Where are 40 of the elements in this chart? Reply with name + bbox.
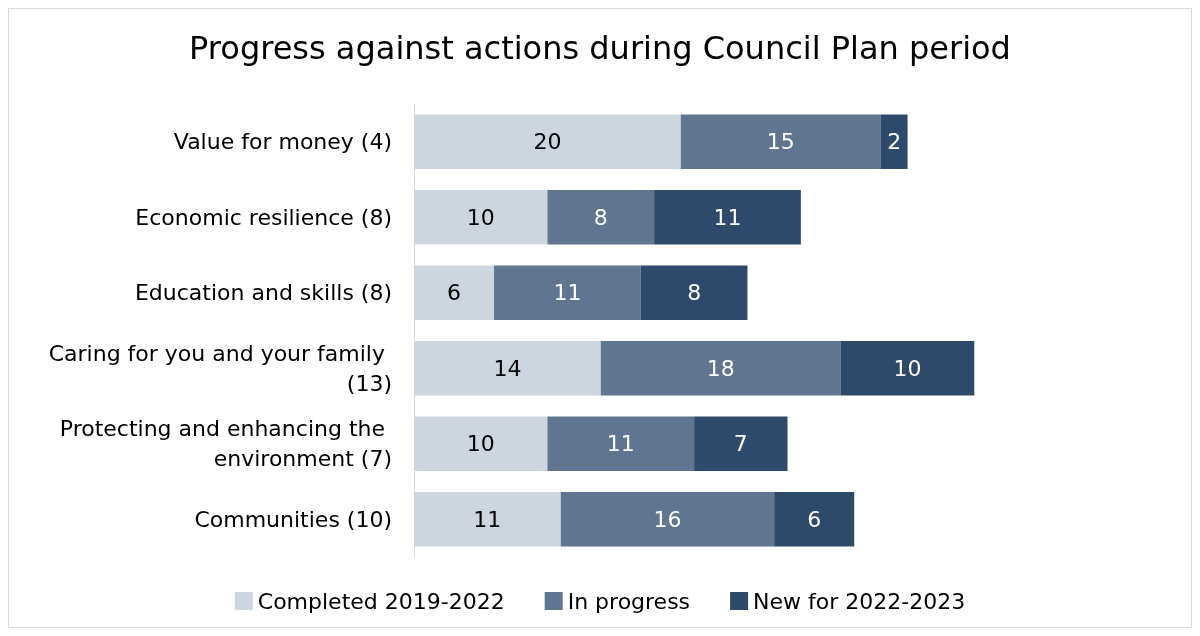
data-label: 8 (687, 280, 702, 306)
bar (547, 190, 655, 245)
data-label: 6 (807, 506, 822, 532)
bar (680, 114, 881, 169)
data-label: 11 (473, 506, 502, 532)
data-label: 10 (893, 355, 922, 381)
y-tick-label: Education and skills (8) (134, 280, 392, 306)
bar (840, 341, 975, 396)
bar (880, 114, 908, 169)
data-label: 6 (447, 280, 462, 306)
bar (547, 416, 695, 471)
data-label: 15 (766, 129, 795, 155)
data-label: 11 (553, 280, 582, 306)
data-label: 16 (653, 506, 682, 532)
data-label: 18 (706, 355, 735, 381)
bar (600, 341, 841, 396)
bar (694, 416, 788, 471)
y-tick-label: Value for money (4) (173, 129, 392, 155)
data-label: 14 (493, 355, 522, 381)
bar (640, 265, 748, 320)
chart-title: Progress against actions during Council Plan period (189, 29, 1011, 67)
data-label: 10 (466, 204, 495, 230)
legend-label: New for 2022-2023 (753, 588, 966, 614)
bar (654, 190, 801, 245)
data-label: 11 (606, 431, 635, 457)
data-label: 2 (887, 129, 902, 155)
data-label: 20 (533, 129, 562, 155)
bar (560, 492, 775, 547)
y-tick-label: Communities (10) (194, 506, 392, 532)
data-label: 11 (713, 204, 742, 230)
y-tick-label: Caring for you and your family (13) (48, 340, 392, 396)
data-label: 7 (733, 431, 748, 457)
y-tick-label: Protecting and enhancing the environment (7) (59, 416, 392, 472)
legend-label: In progress (567, 588, 691, 614)
y-tick-label: Economic resilience (8) (135, 204, 392, 230)
legend-label: Completed 2019-2022 (257, 588, 505, 614)
bar (774, 492, 855, 547)
data-label: 10 (466, 431, 495, 457)
bar (494, 265, 641, 320)
data-label: 8 (593, 204, 608, 230)
